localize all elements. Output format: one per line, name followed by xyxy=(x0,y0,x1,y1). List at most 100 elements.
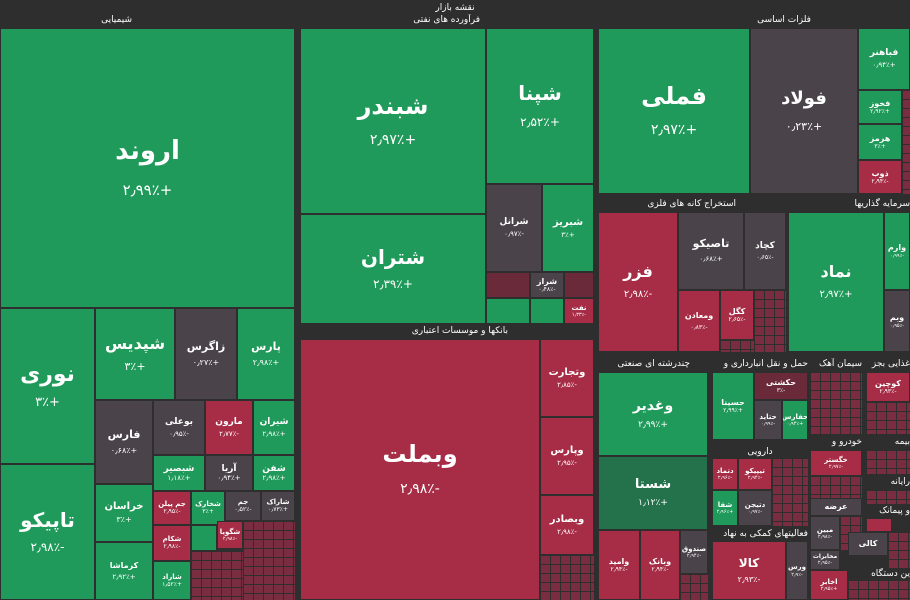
tile-name: آریا xyxy=(221,463,237,474)
tile-varam[interactable]: وارم -۰٫۹۹٪ xyxy=(884,212,910,290)
tile-jampilan[interactable]: جم پیلن -۲٫۹۵٪ xyxy=(153,491,191,525)
tile-arvand[interactable]: اروند +۲٫۹۹٪ xyxy=(0,28,295,308)
tile-fars[interactable]: فارس +۰٫۶۸٪ xyxy=(95,400,153,484)
tile-zagros[interactable]: زاگرس +۰٫۲۷٪ xyxy=(175,308,237,400)
tile-koochin[interactable]: کوچین -۲٫۹۳٪ xyxy=(866,372,910,402)
tile-shegooya[interactable]: شگویا -۲٫۹۸٪ xyxy=(217,521,243,549)
tile-sq-2[interactable] xyxy=(486,272,530,298)
tile-shiran[interactable]: شیران +۲٫۹۸٪ xyxy=(253,400,295,455)
tile-sq-6[interactable] xyxy=(866,518,892,532)
tile-change: -۲٫۹۴٪ xyxy=(747,475,763,482)
sector-header-machine: ین دستگاه xyxy=(864,568,910,580)
tile-shekam[interactable]: شکام -۲٫۹۸٪ xyxy=(153,525,191,561)
tile-khorasan[interactable]: خراسان +۳٪ xyxy=(95,484,153,542)
tile-kermasha[interactable]: کرماشا +۲٫۹۲٪ xyxy=(95,542,153,600)
small-tiles-bottom-2 xyxy=(848,580,910,600)
small-tiles-metals xyxy=(902,90,910,194)
small-tiles-mining-2 xyxy=(720,340,754,352)
sector-header-support: فعالیتهای کمکی به نهاد xyxy=(712,528,808,540)
tile-hakeshti[interactable]: حکشتی -۳٪ xyxy=(754,372,808,400)
tile-name: شبندر xyxy=(357,91,429,120)
tile-vmaaden[interactable]: ومعادن -۰٫۸۳٪ xyxy=(678,290,720,352)
tile-kalai[interactable]: کالی xyxy=(848,532,888,556)
tile-vghadir[interactable]: وغدیر +۲٫۹۹٪ xyxy=(598,372,708,456)
tile-sq-3[interactable] xyxy=(564,272,594,298)
tile-sandoq[interactable]: صندوق -۲٫۹۴٪ xyxy=(680,530,708,574)
tile-shasta[interactable]: شستا +۱٫۱۲٪ xyxy=(598,456,708,530)
tile-sq-5[interactable] xyxy=(530,298,564,324)
tile-akhabar[interactable]: اخابر +۲٫۹۵٪ xyxy=(810,570,848,600)
tile-hesina[interactable]: حسینا +۲٫۹۹٪ xyxy=(712,372,754,440)
tile-kagol[interactable]: کگل -۲٫۶۵٪ xyxy=(720,290,754,340)
sector-header-metals: فلزات اساسی xyxy=(598,14,811,26)
tile-kala[interactable]: کالا -۲٫۹۳٪ xyxy=(712,541,786,600)
tile-vsaderat[interactable]: وبصادر -۲٫۹۸٪ xyxy=(540,495,594,555)
tile-shatran[interactable]: شتران +۲٫۳۹٪ xyxy=(300,214,486,324)
tile-khgostar[interactable]: خگستر -۲٫۹۷٪ xyxy=(810,450,862,476)
sector-header-otherpiman: و پیمانک xyxy=(866,505,910,517)
tile-name: مخابرات xyxy=(812,552,838,560)
tile-shabandar[interactable]: شبندر +۲٫۹۷٪ xyxy=(300,28,486,214)
tile-shraz[interactable]: شراز -۰٫۴۸٪ xyxy=(530,272,564,298)
tile-shabsir[interactable]: شبصیر +۱٫۱۸٪ xyxy=(153,455,205,491)
tile-sharak[interactable]: شاراک +۰٫۷۳٪ xyxy=(261,491,295,521)
tile-shafan[interactable]: شفن +۲٫۹۸٪ xyxy=(253,455,295,491)
tile-booali[interactable]: بوعلی -۰٫۹۵٪ xyxy=(153,400,205,455)
tile-vpars[interactable]: وپارس -۲٫۹۵٪ xyxy=(540,417,594,495)
tile-vbamz[interactable]: وبم -۰٫۹۵٪ xyxy=(884,290,910,352)
tile-vamid[interactable]: وامید -۲٫۹۴٪ xyxy=(598,530,640,600)
tile-fazar[interactable]: فزر -۲٫۹۸٪ xyxy=(598,212,678,352)
tile-sq-4[interactable] xyxy=(486,298,530,324)
tile-vbank[interactable]: وبانک -۲٫۹۴٪ xyxy=(640,530,680,600)
tile-sq-1[interactable] xyxy=(191,525,217,551)
tile-zob[interactable]: ذوب -۲٫۹۴٪ xyxy=(858,160,902,194)
tile-shepdis[interactable]: شپدیس +۳٪ xyxy=(95,308,175,400)
tile-kchad[interactable]: کچاد -۰٫۶۵٪ xyxy=(744,212,786,290)
tile-tapico[interactable]: تاپیکو -۲٫۹۸٪ xyxy=(0,464,95,600)
tile-nemad[interactable]: نماد +۲٫۹۷٪ xyxy=(788,212,884,352)
tile-name: دتماد xyxy=(716,466,734,475)
tile-change: -۲٫۹۵٪ xyxy=(557,459,577,468)
tile-sharad[interactable]: شاراد +۱٫۵۲٪ xyxy=(153,561,191,600)
tile-shranol[interactable]: شرانل -۰٫۹۷٪ xyxy=(486,184,542,272)
tile-fameli[interactable]: فملی +۲٫۹۷٪ xyxy=(598,28,750,194)
tile-mobin[interactable]: مبین -۲٫۹۸٪ xyxy=(810,516,840,550)
tile-name: شگویا xyxy=(219,527,241,536)
tile-fabahon[interactable]: فباهنر +۰٫۹۴٪ xyxy=(858,28,910,90)
tile-vbemellat[interactable]: وبملت -۲٫۹۸٪ xyxy=(300,339,540,600)
tile-hafars[interactable]: حفارس +۰٫۹۴٪ xyxy=(782,400,808,440)
tile-fakhooz[interactable]: فخوز +۲٫۹۲٪ xyxy=(858,90,902,124)
tile-shakhark[interactable]: شخارک +۳٪ xyxy=(191,491,225,525)
tile-pars[interactable]: پارس +۲٫۹۸٪ xyxy=(237,308,295,400)
tile-arya[interactable]: آریا +۰٫۹۴٪ xyxy=(205,455,253,491)
tile-vtejarat[interactable]: وتجارت -۲٫۸۵٪ xyxy=(540,339,594,417)
tile-name: تاصیکو xyxy=(692,237,730,251)
tile-hormoz[interactable]: هرمز +۳٪ xyxy=(858,124,902,160)
tile-change: -۰٫۹۵٪ xyxy=(169,429,189,438)
tile-naft[interactable]: نفت -۱٫۳۳٪ xyxy=(564,298,594,324)
tile-voras[interactable]: ورس -۲٫۹٪ xyxy=(786,541,808,600)
tile-deyagen[interactable]: دتیجن -۰٫۹۷٪ xyxy=(738,490,772,526)
tile-change: -۲٫۹۴٪ xyxy=(651,566,669,573)
tile-name: کرماشا xyxy=(109,560,139,570)
tile-arzeh[interactable]: عرضه xyxy=(810,498,862,516)
tile-foolad[interactable]: فولاد +۰٫۲۳٪ xyxy=(750,28,858,194)
tile-nouri[interactable]: نوری +۳٪ xyxy=(0,308,95,464)
tile-dtmad[interactable]: دتماد -۲٫۹۶٪ xyxy=(712,458,738,490)
tile-name: شپنا xyxy=(518,81,562,106)
tile-name: وبانک xyxy=(648,556,672,566)
tile-tasico[interactable]: تاصیکو +۰٫۶۸٪ xyxy=(678,212,744,290)
tile-makhabrat[interactable]: مخابرات -۲٫۹۵٪ xyxy=(810,550,840,570)
tile-shafa[interactable]: شفا +۲٫۹۶٪ xyxy=(712,490,738,526)
tile-shabriz[interactable]: شبریز +۳٪ xyxy=(542,184,594,272)
tile-hatayd[interactable]: حتاید -۰٫۹۹٪ xyxy=(754,400,782,440)
tile-shapna[interactable]: شپنا +۲٫۵۲٪ xyxy=(486,28,594,184)
tile-tipico[interactable]: تیپیکو -۲٫۹۴٪ xyxy=(738,458,772,490)
sector-header-multi: چندرشته ای صنعتی xyxy=(598,358,690,370)
tile-jam[interactable]: جم -۰٫۵۲٪ xyxy=(225,491,261,521)
tile-change: -۰٫۹۹٪ xyxy=(889,252,905,259)
tile-change: -۲٫۹۳٪ xyxy=(737,574,761,584)
tile-maroon[interactable]: مارون -۲٫۷۷٪ xyxy=(205,400,253,455)
tile-change: +۳٪ xyxy=(561,231,575,240)
tile-name: وبملت xyxy=(382,440,458,469)
